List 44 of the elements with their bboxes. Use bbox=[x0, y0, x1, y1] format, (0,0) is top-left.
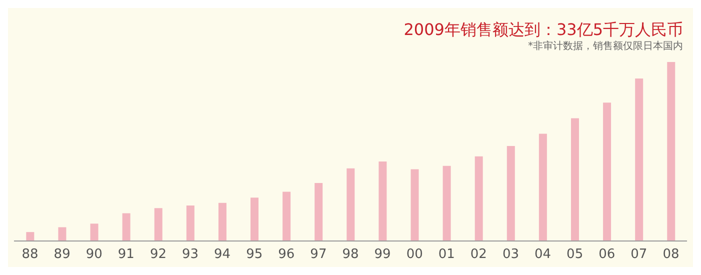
bar bbox=[90, 224, 98, 241]
x-tick-label: 07 bbox=[630, 247, 648, 262]
x-tick-label: 91 bbox=[118, 247, 134, 262]
x-tick-label: 90 bbox=[86, 247, 102, 262]
x-tick-label: 99 bbox=[374, 247, 391, 262]
bar bbox=[378, 162, 387, 241]
bar bbox=[442, 166, 451, 241]
x-tick-label: 04 bbox=[534, 247, 552, 262]
bar bbox=[410, 169, 419, 241]
x-tick-label: 08 bbox=[662, 247, 680, 262]
bar bbox=[346, 168, 355, 241]
x-tick-label: 89 bbox=[54, 247, 70, 262]
bar bbox=[218, 202, 226, 241]
x-tick-label: 03 bbox=[502, 247, 520, 262]
bar bbox=[154, 208, 162, 241]
bar bbox=[635, 78, 644, 241]
bar bbox=[570, 118, 579, 241]
bar bbox=[282, 192, 291, 241]
bar bbox=[314, 183, 323, 241]
x-tick-label: 00 bbox=[406, 247, 423, 262]
text: *非审计数据，销售额仅限日本国内 bbox=[527, 40, 683, 54]
bar bbox=[58, 227, 66, 241]
bar bbox=[26, 232, 34, 241]
x-tick-label: 96 bbox=[278, 247, 295, 262]
x-tick-label: 05 bbox=[566, 247, 584, 262]
bar bbox=[250, 198, 259, 241]
bar bbox=[186, 206, 194, 241]
x-tick-label: 94 bbox=[214, 247, 231, 262]
x-tick-label: 95 bbox=[246, 247, 263, 262]
bar bbox=[538, 134, 547, 241]
x-tick-label: 02 bbox=[470, 247, 487, 262]
bar bbox=[474, 156, 483, 241]
x-tick-label: 88 bbox=[22, 247, 38, 262]
bar bbox=[122, 213, 130, 241]
bar bbox=[506, 146, 515, 241]
chart-title: 2009年销售额达到：33亿5千万人民币 bbox=[402, 20, 683, 40]
x-tick-label: 93 bbox=[182, 247, 199, 262]
x-tick-label: 92 bbox=[150, 247, 166, 262]
x-tick-label: 01 bbox=[438, 247, 455, 262]
bar bbox=[667, 62, 676, 241]
x-tick-label: 06 bbox=[598, 247, 616, 262]
bar bbox=[603, 102, 612, 241]
x-tick-label: 98 bbox=[342, 247, 359, 262]
x-tick-label: 97 bbox=[310, 247, 327, 262]
